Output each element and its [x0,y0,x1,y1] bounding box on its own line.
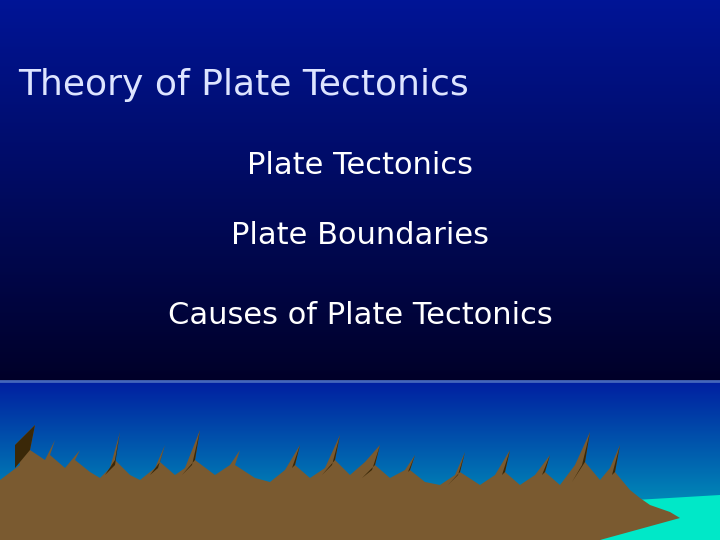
Polygon shape [532,455,550,485]
Polygon shape [0,425,680,540]
Polygon shape [105,432,120,475]
Text: Plate Tectonics: Plate Tectonics [247,151,473,179]
Polygon shape [602,445,620,485]
Polygon shape [45,440,55,468]
Text: Causes of Plate Tectonics: Causes of Plate Tectonics [168,300,552,329]
Polygon shape [448,452,465,485]
Polygon shape [150,445,165,475]
Polygon shape [398,455,415,482]
Polygon shape [182,430,200,475]
Polygon shape [572,432,590,482]
Text: Theory of Plate Tectonics: Theory of Plate Tectonics [18,68,469,102]
Polygon shape [322,435,340,475]
Polygon shape [282,445,300,478]
Polygon shape [492,450,510,485]
Polygon shape [601,495,720,540]
Text: Plate Boundaries: Plate Boundaries [231,220,489,249]
Polygon shape [15,425,35,468]
Polygon shape [362,445,380,478]
